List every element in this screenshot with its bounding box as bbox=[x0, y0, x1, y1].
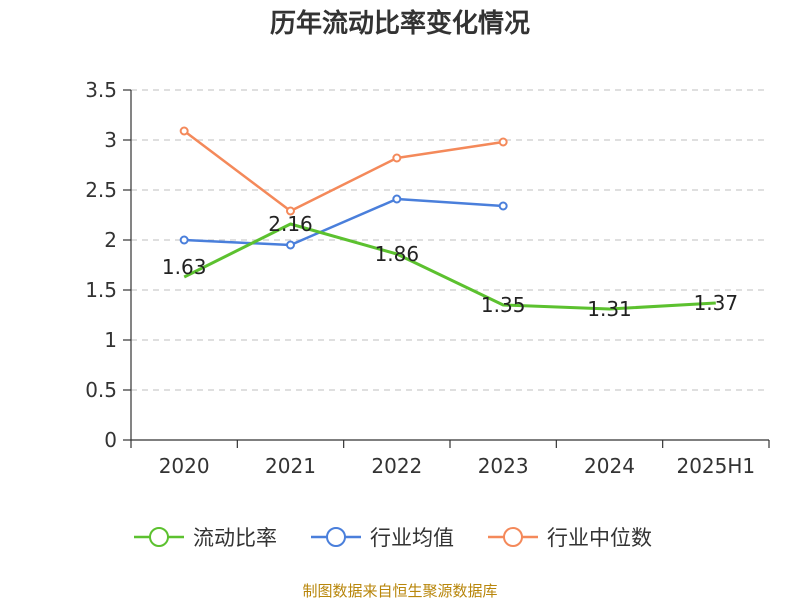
y-tick-label: 3 bbox=[104, 128, 117, 152]
y-tick-label: 0.5 bbox=[85, 378, 117, 402]
y-tick-label: 3.5 bbox=[85, 78, 117, 102]
y-tick-label: 1 bbox=[104, 328, 117, 352]
data-point bbox=[392, 194, 402, 204]
x-tick-label: 2025H1 bbox=[676, 454, 755, 478]
y-tick-label: 2.5 bbox=[85, 178, 117, 202]
data-point bbox=[286, 206, 295, 216]
x-tick-label: 2021 bbox=[265, 454, 316, 478]
data-point bbox=[286, 240, 295, 250]
legend-label: 行业均值 bbox=[370, 526, 454, 550]
data-point bbox=[498, 201, 508, 211]
legend-item: 流动比率 bbox=[134, 526, 277, 550]
x-tick-label: 2024 bbox=[584, 454, 635, 478]
legend-marker-icon bbox=[326, 527, 346, 547]
series-line bbox=[184, 197, 504, 247]
chart-title: 历年流动比率变化情况 bbox=[270, 8, 530, 39]
legend: 流动比率 行业均值 行业中位数 bbox=[134, 526, 652, 550]
x-tick-label: 2022 bbox=[371, 454, 422, 478]
y-tick-label: 1.5 bbox=[85, 278, 117, 302]
data-label: 1.86 bbox=[375, 242, 420, 266]
x-tick-label: 2020 bbox=[159, 454, 210, 478]
data-point bbox=[498, 137, 508, 147]
legend-label: 流动比率 bbox=[193, 526, 277, 550]
data-point bbox=[179, 235, 189, 245]
legend-label: 行业中位数 bbox=[547, 526, 652, 550]
y-tick-label: 0 bbox=[104, 428, 117, 452]
data-label: 2.16 bbox=[268, 212, 313, 236]
data-label: 1.37 bbox=[694, 291, 739, 315]
x-tick-label: 2023 bbox=[478, 454, 529, 478]
y-tick-label: 2 bbox=[104, 228, 117, 252]
grid bbox=[131, 89, 769, 391]
data-label: 1.63 bbox=[162, 255, 207, 279]
legend-marker-icon bbox=[149, 527, 169, 547]
data-labels: 1.63 2.16 1.86 1.35 1.31 1.37 bbox=[162, 212, 738, 321]
legend-item: 行业均值 bbox=[311, 526, 454, 550]
data-label: 1.35 bbox=[481, 293, 526, 317]
source-note: 制图数据来自恒生聚源数据库 bbox=[302, 582, 497, 600]
data-point bbox=[179, 126, 189, 136]
legend-marker-icon bbox=[503, 527, 523, 547]
axes: 0 0.5 1 1.5 2 2.5 3 3.5 2020 2021 2022 2023 2024 2025… bbox=[85, 78, 770, 478]
data-point bbox=[392, 153, 402, 163]
series-layer bbox=[179, 126, 716, 311]
legend-item: 行业中位数 bbox=[488, 526, 652, 550]
data-label: 1.31 bbox=[587, 297, 632, 321]
series-line bbox=[183, 222, 716, 311]
series-line bbox=[183, 130, 504, 213]
